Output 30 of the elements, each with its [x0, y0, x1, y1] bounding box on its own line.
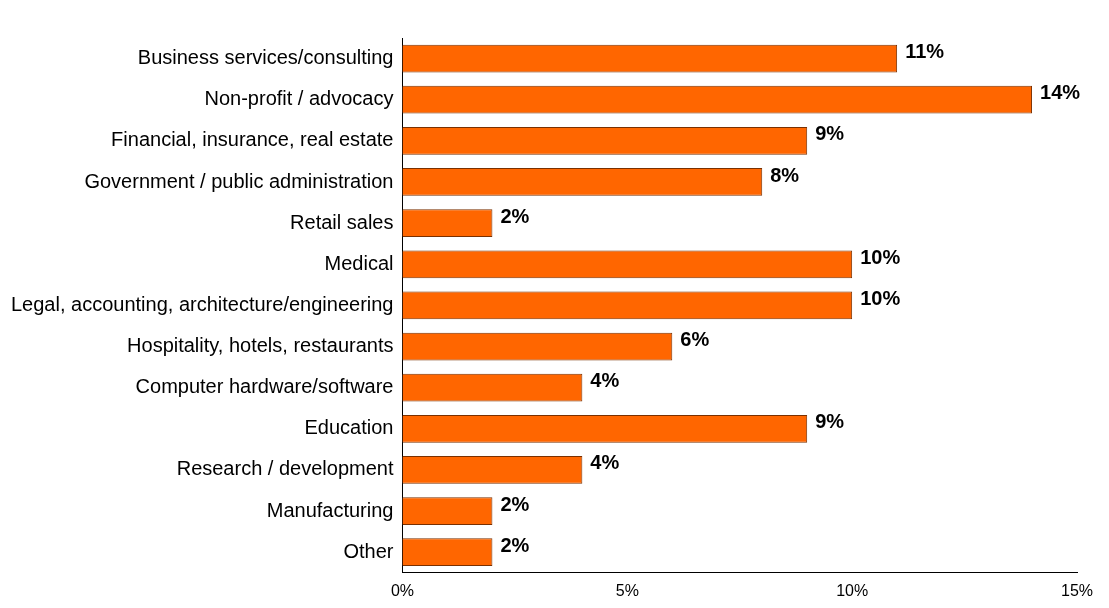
y-tick-label: Non-profit / advocacy	[204, 87, 394, 110]
data-label: 9%	[815, 122, 845, 145]
y-tick-label: Business services/consulting	[137, 46, 394, 69]
data-label: 2%	[500, 492, 530, 515]
data-label: 2%	[500, 533, 530, 556]
data-label: 10%	[860, 286, 901, 309]
data-label: 4%	[590, 451, 620, 474]
y-tick-label: Government / public administration	[84, 169, 394, 192]
data-label: 10%	[860, 245, 901, 268]
y-tick-label: Computer hardware/software	[135, 375, 394, 398]
y-tick-label: Research / development	[176, 457, 394, 480]
x-tick-label: 0%	[390, 581, 415, 599]
y-tick-label: Other	[343, 539, 394, 562]
y-tick-label: Medical	[324, 251, 394, 274]
data-label: 2%	[500, 204, 530, 227]
data-label: 14%	[1040, 81, 1081, 104]
y-tick-label: Education	[304, 416, 394, 439]
y-tick-label: Legal, accounting, architecture/engineering	[11, 292, 394, 315]
x-tick-label: 10%	[836, 581, 869, 599]
data-label: 11%	[905, 40, 945, 63]
x-tick-label: 15%	[1060, 581, 1094, 599]
y-tick-label: Financial, insurance, real estate	[111, 128, 394, 151]
y-tick-label: Retail sales	[290, 210, 394, 233]
y-tick-label: Hospitality, hotels, restaurants	[127, 334, 394, 357]
data-label: 6%	[680, 328, 710, 351]
data-label: 9%	[815, 410, 845, 433]
data-label: 8%	[770, 163, 800, 186]
y-tick-label: Manufacturing	[266, 498, 394, 521]
data-label: 4%	[590, 369, 620, 392]
x-tick-label: 5%	[615, 581, 639, 599]
